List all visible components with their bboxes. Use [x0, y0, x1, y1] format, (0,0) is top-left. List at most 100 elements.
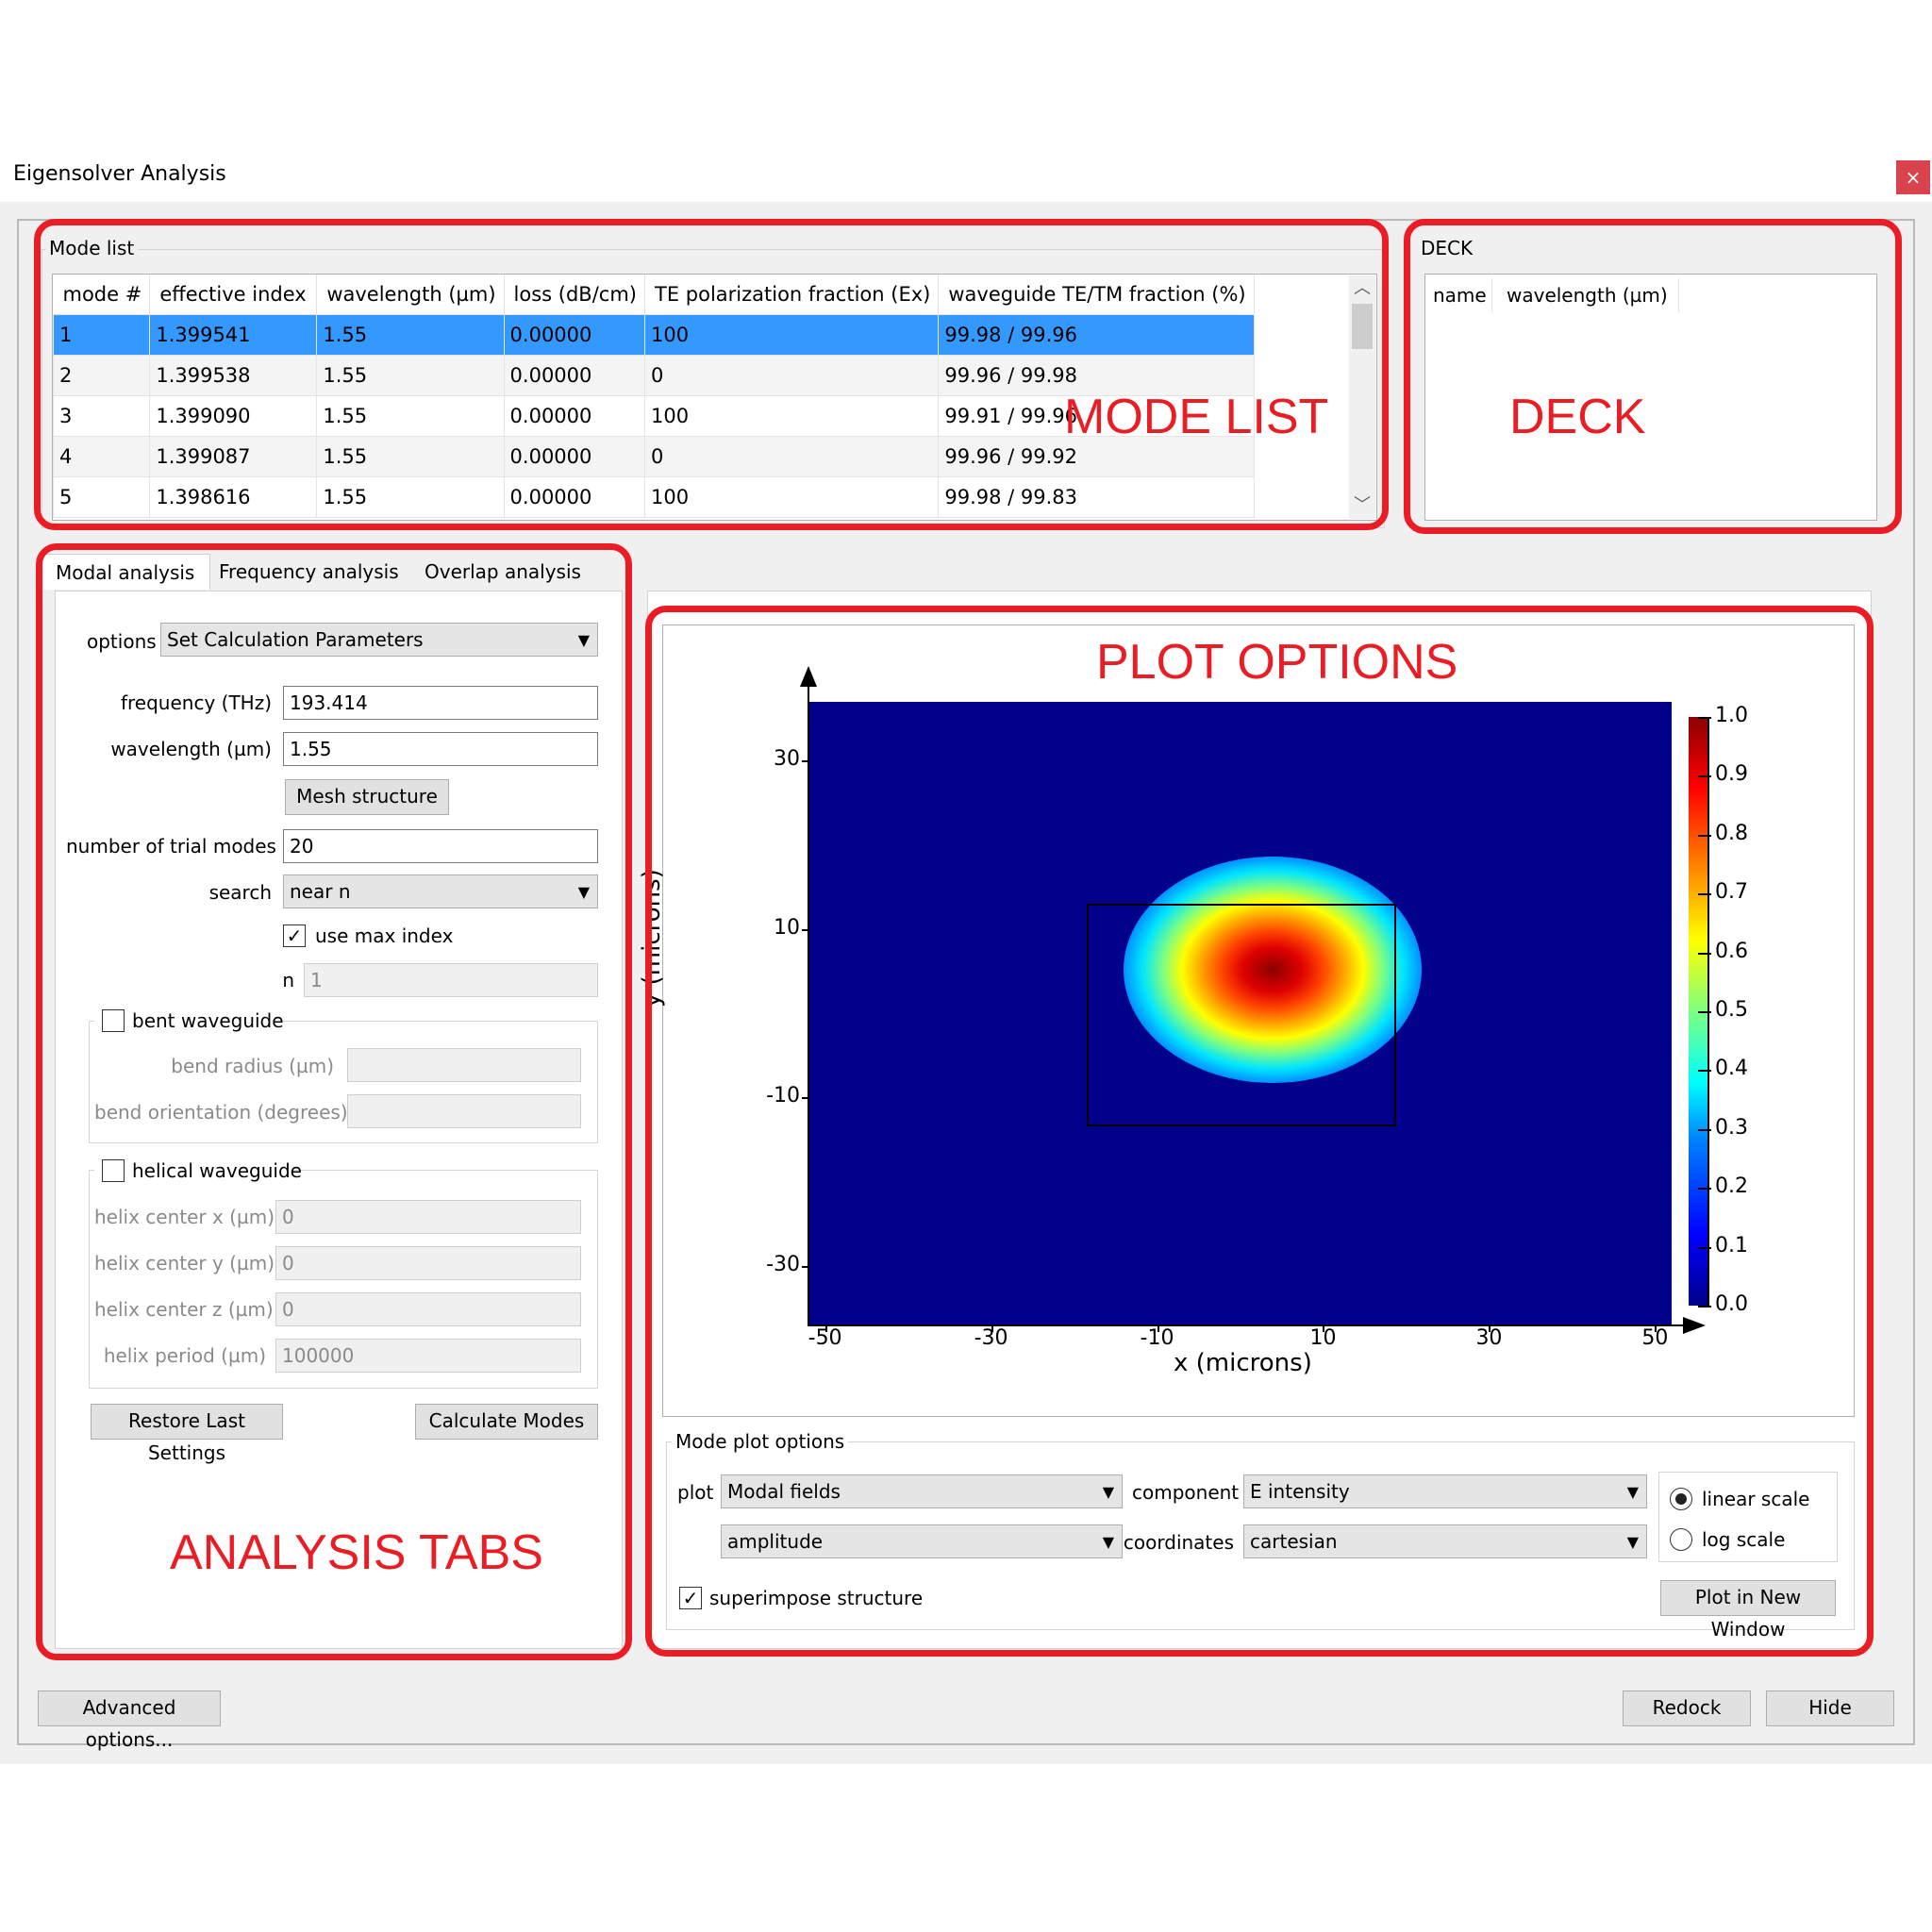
search-label: search: [208, 881, 272, 904]
search-dropdown[interactable]: near n ▼: [283, 874, 598, 908]
bend-radius-input[interactable]: [347, 1048, 581, 1082]
table-cell: 1.55: [316, 314, 505, 356]
advanced-options-button[interactable]: Advanced options...: [38, 1690, 221, 1751]
helix-z-input[interactable]: 0: [275, 1292, 581, 1326]
helix-y-input[interactable]: 0: [275, 1246, 581, 1280]
colorbar-tick-label: 0.5: [1715, 998, 1748, 1022]
mode-list-annotation-box: [34, 219, 1389, 530]
column-header[interactable]: effective index: [149, 275, 318, 315]
helical-waveguide-checkbox[interactable]: [102, 1159, 125, 1182]
tab-overlap-analysis[interactable]: Overlap analysis: [425, 560, 581, 583]
helix-period-label: helix period (µm): [103, 1344, 266, 1367]
window-title: Eigensolver Analysis: [13, 162, 226, 186]
table-header-row: mode # effective index wavelength (µm) l…: [53, 275, 1255, 315]
mesh-structure-button[interactable]: Mesh structure: [285, 779, 449, 815]
deck-column-wavelength[interactable]: wavelength (µm): [1507, 284, 1668, 307]
helical-waveguide-label: helical waveguide: [132, 1159, 302, 1182]
bent-waveguide-group: [89, 1021, 598, 1143]
helix-period-input[interactable]: 100000: [275, 1339, 581, 1373]
scroll-up-icon[interactable]: ︿: [1354, 278, 1371, 298]
column-header[interactable]: mode #: [53, 275, 151, 315]
title-bar: [0, 151, 1932, 202]
x-tick-mark: [1157, 1324, 1159, 1332]
scroll-down-icon[interactable]: ﹀: [1354, 495, 1371, 515]
table-cell: 99.96 / 99.98: [938, 355, 1255, 396]
mode-list-annotation: MODE LIST: [1064, 390, 1329, 444]
scrollbar-thumb[interactable]: [1352, 304, 1373, 349]
column-header[interactable]: TE polarization fraction (Ex): [644, 275, 940, 315]
column-header[interactable]: waveguide TE/TM fraction (%): [938, 275, 1255, 315]
column-header[interactable]: wavelength (µm): [316, 275, 505, 315]
deck-annotation: DECK: [1509, 390, 1646, 444]
table-row[interactable]: 4 1.399087 1.55 0.00000 0 99.96 / 99.92: [53, 436, 1255, 477]
table-cell: 0.00000: [503, 355, 646, 396]
colorbar-tick-label: 0.2: [1715, 1174, 1748, 1199]
x-axis-arrow-icon: [1683, 1317, 1706, 1334]
options-dropdown[interactable]: Set Calculation Parameters ▼: [160, 623, 598, 657]
table-cell: 99.98 / 99.83: [938, 476, 1255, 518]
log-scale-radio[interactable]: [1670, 1528, 1692, 1551]
table-cell: 0.00000: [503, 395, 646, 437]
options-value: Set Calculation Parameters: [167, 628, 424, 651]
mode-list-table[interactable]: mode # effective index wavelength (µm) l…: [52, 274, 1377, 521]
colorbar-tick-mark: [1698, 775, 1711, 778]
x-tick-mark: [1323, 1324, 1325, 1332]
bent-waveguide-checkbox[interactable]: [102, 1009, 125, 1032]
frequency-input[interactable]: 193.414: [283, 686, 598, 720]
linear-scale-radio[interactable]: [1670, 1488, 1692, 1510]
use-max-index-checkbox[interactable]: ✓: [283, 924, 306, 947]
column-divider: [1678, 278, 1679, 312]
restore-settings-button[interactable]: Restore Last Settings: [91, 1404, 283, 1464]
chevron-down-icon: ▼: [1626, 1483, 1639, 1501]
column-header[interactable]: loss (dB/cm): [504, 275, 646, 315]
helix-x-input[interactable]: 0: [275, 1200, 581, 1234]
table-row[interactable]: 2 1.399538 1.55 0.00000 0 99.96 / 99.98: [53, 355, 1255, 396]
table-cell: 1: [53, 314, 151, 356]
search-value: near n: [290, 880, 351, 903]
deck-column-name[interactable]: name: [1433, 284, 1487, 307]
coordinates-value: cartesian: [1250, 1530, 1338, 1553]
analysis-tabs-annotation: ANALYSIS TABS: [170, 1525, 543, 1580]
table-cell: 1.55: [316, 355, 505, 396]
n-input[interactable]: 1: [304, 963, 598, 997]
colorbar-tick-label: 0.8: [1715, 821, 1748, 845]
plot-new-window-button[interactable]: Plot in New Window: [1660, 1580, 1836, 1641]
plot-dropdown[interactable]: Modal fields ▼: [721, 1474, 1123, 1508]
x-tick-mark: [824, 1324, 827, 1332]
x-tick-mark: [1655, 1324, 1657, 1332]
table-cell: 0: [643, 355, 940, 396]
hide-button[interactable]: Hide: [1766, 1690, 1894, 1726]
chevron-down-icon: ▼: [577, 631, 590, 649]
colorbar-tick-label: 0.0: [1715, 1292, 1748, 1316]
coordinates-dropdown[interactable]: cartesian ▼: [1243, 1524, 1647, 1558]
redock-button[interactable]: Redock: [1623, 1690, 1751, 1726]
table-row[interactable]: 1 1.399541 1.55 0.00000 100 99.98 / 99.9…: [53, 314, 1255, 356]
table-cell: 100: [643, 476, 940, 518]
trial-modes-input[interactable]: 20: [283, 829, 598, 863]
table-row[interactable]: 5 1.398616 1.55 0.00000 100 99.98 / 99.8…: [53, 476, 1255, 518]
calculate-modes-button[interactable]: Calculate Modes: [415, 1404, 598, 1440]
mode-list-scrollbar[interactable]: ︿ ﹀: [1349, 275, 1375, 519]
group-title-bg: [94, 1157, 292, 1185]
table-cell: 1.399087: [149, 436, 318, 477]
superimpose-structure-checkbox[interactable]: ✓: [679, 1587, 702, 1609]
mode-intensity-spot: [1124, 857, 1422, 1083]
linear-scale-label: linear scale: [1702, 1488, 1810, 1510]
group-title-bg: [94, 1008, 283, 1036]
tab-frequency-analysis[interactable]: Frequency analysis: [219, 560, 399, 583]
close-button[interactable]: ×: [1896, 160, 1930, 194]
component-dropdown[interactable]: E intensity ▼: [1243, 1474, 1647, 1508]
colorbar-tick-mark: [1698, 834, 1711, 837]
deck-table[interactable]: name wavelength (µm): [1424, 274, 1877, 521]
y-axis-arrow-icon: [800, 666, 817, 687]
colorbar-tick-mark: [1698, 1070, 1711, 1073]
colorbar-tick-label: 0.9: [1715, 762, 1748, 787]
tab-modal-analysis[interactable]: Modal analysis: [40, 554, 211, 590]
table-row[interactable]: 3 1.399090 1.55 0.00000 100 99.91 / 99.9…: [53, 395, 1255, 437]
bend-orientation-input[interactable]: [347, 1094, 581, 1128]
amplitude-dropdown[interactable]: amplitude ▼: [721, 1524, 1123, 1558]
plot-value: Modal fields: [727, 1480, 841, 1503]
y-tick-mark: [802, 928, 809, 931]
wavelength-input[interactable]: 1.55: [283, 732, 598, 766]
table-cell: 1.55: [316, 476, 505, 518]
